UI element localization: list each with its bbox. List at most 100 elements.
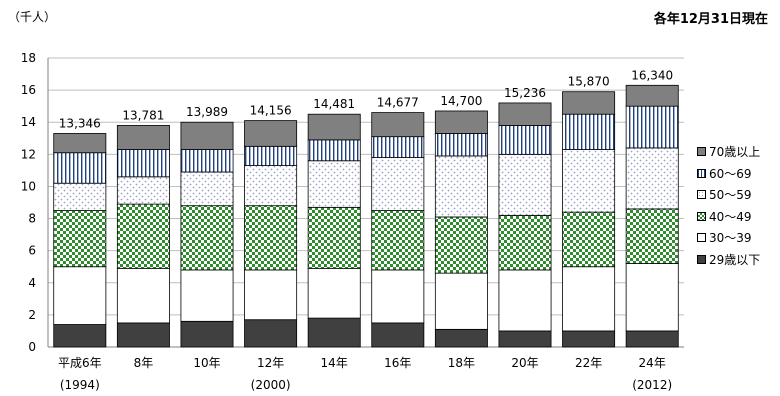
labels-layer: 0 2 4 6 8 10 12 14 16 18 13,346 平成6年 (1994) 13,781 8年 1… (21, 51, 673, 392)
bar-segment (625, 330, 679, 348)
total-data-label: 14,700 (440, 94, 482, 108)
x-tick-label: 20年 (511, 356, 538, 370)
y-tick-label: 12 (21, 147, 36, 161)
bar-segment (116, 203, 170, 269)
total-data-label: 14,677 (377, 96, 419, 110)
total-data-label: 13,346 (59, 116, 101, 130)
bar-segment (434, 110, 488, 134)
legend-item: 40〜49 (697, 206, 760, 228)
bar-segment (562, 211, 616, 268)
y-tick-label: 0 (28, 340, 36, 354)
legend-label: 50〜59 (709, 188, 752, 203)
bar-segment (307, 206, 361, 269)
total-data-label: 13,781 (122, 108, 164, 122)
y-tick-label: 4 (28, 276, 36, 290)
bar-segment (562, 330, 616, 348)
bar-segment (307, 267, 361, 319)
bar-segment (116, 322, 170, 348)
bar-segment (498, 125, 552, 155)
y-tick-label: 16 (21, 83, 36, 97)
legend-label: 70歳以上 (709, 145, 761, 160)
bar-segment (307, 113, 361, 141)
y-tick-label: 8 (28, 212, 36, 226)
legend-swatch (697, 190, 706, 200)
bar-segment (244, 165, 298, 207)
bar-segment (307, 160, 361, 208)
bar-segment (116, 125, 170, 150)
x-tick-label: 10年 (193, 356, 220, 370)
bar-segment (371, 210, 425, 271)
x-tick-label: 14年 (321, 356, 348, 370)
legend-label: 40〜49 (709, 209, 752, 224)
bar-segment (625, 147, 679, 210)
bar-segment (562, 149, 616, 213)
legend-swatch (697, 211, 706, 221)
y-tick-label: 14 (21, 115, 36, 129)
y-tick-label: 18 (21, 51, 36, 65)
x-sub-label: (1994) (60, 378, 100, 392)
bar-segment (562, 91, 616, 115)
bar-segment (116, 176, 170, 205)
legend-swatch (697, 168, 706, 178)
total-data-label: 15,236 (504, 86, 546, 100)
x-sub-label: (2012) (632, 378, 672, 392)
x-tick-label: 8年 (134, 356, 154, 370)
x-tick-label: 16年 (384, 356, 411, 370)
legend-swatch (697, 254, 706, 264)
bar-segment (53, 266, 107, 325)
chart-legend: 70歳以上 60〜69 50〜59 40〜49 30〜39 29歳以下 (697, 141, 760, 270)
y-tick-label: 2 (28, 308, 36, 322)
bar-segment (180, 121, 234, 150)
legend-item: 60〜69 (697, 163, 760, 185)
y-tick-label: 10 (21, 179, 36, 193)
bar-segment (53, 324, 107, 348)
bar-segment (625, 105, 679, 149)
bars-layer (53, 84, 679, 348)
total-data-label: 13,989 (186, 105, 228, 119)
bar-segment (244, 145, 298, 166)
bar-segment (434, 272, 488, 330)
bar-segment (562, 266, 616, 332)
total-data-label: 14,481 (313, 97, 355, 111)
x-sub-label: (2000) (251, 378, 291, 392)
total-data-label: 14,156 (250, 104, 292, 118)
total-data-label: 15,870 (568, 75, 610, 89)
legend-label: 30〜39 (709, 231, 752, 246)
total-data-label: 16,340 (631, 68, 673, 82)
legend-item: 30〜39 (697, 227, 760, 249)
bar-segment (434, 328, 488, 348)
bar-segment (180, 171, 234, 207)
legend-swatch (697, 233, 706, 243)
legend-swatch (697, 147, 706, 157)
bar-segment (180, 149, 234, 173)
bar-segment (371, 136, 425, 158)
bar-segment (53, 152, 107, 184)
bar-segment (244, 319, 298, 348)
x-tick-label: 22年 (575, 356, 602, 370)
bar-segment (116, 267, 170, 324)
bar-segment (180, 205, 234, 271)
legend-label: 29歳以下 (709, 252, 761, 267)
bar-segment (498, 330, 552, 348)
bar-segment (371, 157, 425, 211)
x-tick-label: 24年 (639, 356, 666, 370)
bar-segment (625, 263, 679, 332)
x-tick-label: 18年 (448, 356, 475, 370)
bar-segment (116, 149, 170, 178)
x-tick-label: 12年 (257, 356, 284, 370)
bar-segment (625, 84, 679, 107)
legend-item: 50〜59 (697, 184, 760, 206)
bar-segment (244, 205, 298, 271)
bar-segment (625, 208, 679, 264)
bar-segment (53, 133, 107, 154)
bar-segment (434, 155, 488, 218)
bar-segment (180, 320, 234, 348)
bar-segment (244, 269, 298, 321)
bar-segment (307, 139, 361, 162)
bar-segment (53, 182, 107, 211)
bar-segment (434, 133, 488, 157)
bar-segment (498, 269, 552, 332)
bar-segment (244, 120, 298, 147)
legend-label: 60〜69 (709, 166, 752, 181)
